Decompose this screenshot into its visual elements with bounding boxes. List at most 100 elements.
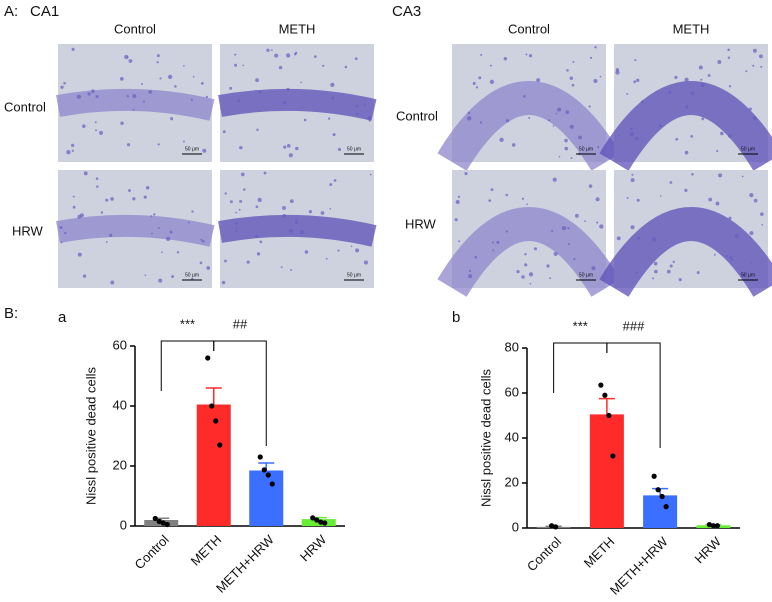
cell — [234, 53, 237, 56]
cell — [192, 75, 195, 78]
cell — [505, 230, 508, 233]
cell — [529, 282, 532, 285]
cell — [616, 236, 621, 241]
cell — [285, 53, 291, 58]
cell — [596, 221, 599, 224]
cell — [145, 185, 150, 190]
cell — [331, 96, 335, 100]
cell — [100, 211, 104, 214]
column-label: Control — [508, 21, 550, 36]
cell — [126, 95, 129, 98]
cell — [87, 92, 91, 96]
cell — [478, 76, 482, 80]
cell — [167, 74, 173, 80]
cell — [282, 206, 287, 210]
cell-layer — [56, 214, 215, 247]
cell — [748, 107, 752, 111]
cell — [263, 171, 267, 175]
cell — [289, 228, 294, 233]
cell — [654, 269, 658, 274]
cell — [286, 87, 290, 91]
cell — [528, 116, 531, 119]
cell — [528, 272, 534, 277]
cell — [634, 59, 637, 62]
cell — [492, 249, 495, 252]
cell — [83, 171, 88, 176]
scale-bar-label: 50 μm — [185, 272, 199, 278]
cell — [741, 272, 746, 277]
cell — [516, 270, 520, 274]
cell-layer — [437, 81, 621, 171]
cell — [523, 95, 526, 98]
region-label: CA3 — [392, 3, 421, 20]
cell — [730, 259, 733, 262]
significance-bracket — [213, 340, 267, 446]
data-point — [156, 518, 162, 525]
region-label: CA1 — [30, 3, 59, 20]
cell — [750, 261, 753, 264]
panel-label: B: — [4, 305, 18, 322]
data-point — [213, 418, 219, 424]
cell — [259, 240, 263, 244]
cell — [505, 193, 509, 197]
cell — [60, 85, 64, 89]
cell — [95, 177, 99, 181]
cell — [235, 221, 238, 225]
cell — [105, 198, 109, 202]
cell — [489, 79, 495, 84]
cell — [727, 48, 730, 52]
significance-label: ## — [233, 316, 248, 331]
column-label: METH — [673, 21, 710, 36]
cell — [467, 116, 472, 121]
cell — [355, 248, 360, 253]
cell — [280, 266, 283, 269]
cell — [202, 239, 205, 243]
cell — [337, 249, 340, 252]
cell — [752, 64, 755, 67]
data-point — [261, 467, 267, 473]
cell — [458, 240, 461, 243]
cell — [675, 137, 679, 141]
cell — [246, 260, 250, 264]
cell — [235, 211, 238, 214]
cell — [511, 143, 516, 147]
cell — [120, 121, 124, 125]
cell — [254, 234, 259, 238]
cell — [684, 150, 689, 155]
cell — [684, 77, 689, 82]
cell — [728, 216, 732, 220]
data-point — [714, 523, 720, 529]
cell — [717, 59, 722, 64]
cell — [479, 121, 483, 124]
cell — [653, 261, 658, 266]
data-point — [553, 524, 559, 530]
cell — [708, 197, 713, 202]
cell — [521, 275, 525, 279]
cell — [597, 145, 600, 149]
cell — [684, 188, 688, 193]
cell — [760, 65, 763, 68]
data-point — [606, 412, 612, 419]
cell — [464, 171, 468, 176]
cell — [566, 69, 569, 72]
cell — [728, 85, 732, 88]
cell — [176, 251, 180, 254]
cell — [96, 185, 99, 188]
cell — [635, 136, 639, 141]
cell — [240, 172, 245, 177]
cell — [729, 255, 733, 260]
cell — [496, 240, 500, 244]
cell — [303, 118, 307, 122]
bar — [249, 470, 284, 526]
data-point — [205, 355, 211, 361]
cell — [369, 173, 372, 176]
cell — [257, 197, 262, 203]
data-point — [610, 453, 616, 459]
cell — [165, 236, 171, 242]
cell — [368, 119, 371, 122]
cell — [455, 200, 460, 205]
cell — [622, 246, 626, 249]
x-tick-label: Control — [524, 534, 564, 574]
data-point — [549, 523, 555, 529]
cell — [156, 54, 160, 58]
